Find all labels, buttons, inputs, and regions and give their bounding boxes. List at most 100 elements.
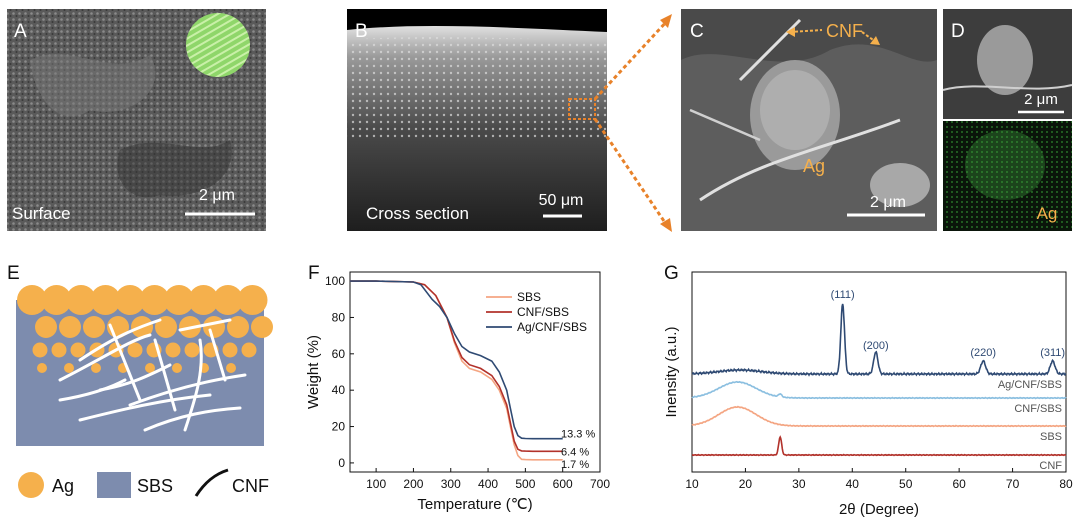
tga-x-axis-label: Temperature (℃) (417, 496, 532, 513)
xrd-y-axis-label: Inensity (a.u.) (663, 327, 680, 418)
zoom-region-box (568, 98, 596, 120)
xrd-plot-frame (691, 271, 1067, 473)
panel-a-scale-label: 2 μm (199, 187, 235, 204)
eds-map-label: Ag (1037, 204, 1058, 223)
ag-particle (237, 285, 268, 315)
xrd-series-name: CNF (1039, 460, 1062, 472)
ag-particle (66, 285, 96, 315)
y-tick-label: 60 (332, 347, 346, 361)
panel-b-caption: Cross section (366, 204, 469, 223)
ag-particle (251, 316, 273, 338)
ag-particle (213, 285, 243, 315)
legend-entry: SBS (517, 290, 541, 304)
ag-particle (145, 363, 155, 373)
ag-particle (164, 285, 194, 315)
ag-particle (35, 316, 57, 338)
xrd-series-name: Ag/CNF/SBS (998, 379, 1062, 391)
xrd-peak-label: (311) (1040, 347, 1065, 359)
panel-a-letter: A (14, 21, 27, 42)
panel-e-letter: E (7, 263, 20, 284)
ag-particle (188, 285, 219, 315)
tga-series-1 (350, 280, 563, 453)
x-tick-label: 10 (685, 477, 699, 491)
ag-particle (51, 342, 67, 358)
schematic-cnf-fibers (58, 318, 247, 432)
ag-particle (227, 316, 249, 338)
xrd-patterns (691, 303, 1067, 457)
ag-particle (37, 363, 47, 373)
tga-y-axis-label: Weight (%) (305, 335, 322, 409)
x-tick-label: 200 (403, 477, 423, 491)
panel-f-letter: F (308, 263, 320, 284)
xrd-peak-label: (111) (831, 289, 855, 301)
xrd-pattern-labels: Ag/CNF/SBS CNF/SBS SBS CNF (998, 379, 1062, 472)
residue-label: 1.7 % (561, 459, 589, 471)
x-tick-label: 30 (792, 477, 806, 491)
xrd-x-axis-label: 2θ (Degree) (839, 501, 919, 518)
x-tick-label: 400 (478, 477, 498, 491)
y-tick-label: 80 (332, 310, 346, 324)
ag-particle (59, 316, 81, 338)
tga-axis-ticks: 100 200 300 400 500 600 700 0 20 40 60 80 100 (325, 274, 610, 491)
panel-c: C CNF Ag 2 μm (681, 9, 937, 231)
ag-particle (127, 342, 143, 358)
xrd-peak-labels: (111) (200) (220) (311) (831, 289, 1065, 359)
xrd-series-1 (691, 380, 1067, 400)
ag-particle (90, 285, 121, 315)
xrd-peak-label: (220) (970, 347, 996, 359)
panel-b: B Cross section 50 μm (347, 9, 607, 231)
ag-particle (41, 285, 72, 315)
panel-d-scale-label: 2 μm (1024, 91, 1058, 108)
y-tick-label: 100 (325, 274, 345, 288)
tga-plot-frame (349, 271, 601, 473)
zoom-arrow-bottom (593, 118, 670, 228)
panel-f: F 100 200 300 400 500 600 700 0 20 40 60 80 100 SBSC… (305, 263, 610, 513)
legend-ag-swatch (18, 472, 44, 498)
ag-particle (115, 285, 145, 315)
tga-curves (350, 280, 563, 461)
x-tick-label: 70 (1006, 477, 1020, 491)
ag-particle (139, 285, 170, 315)
panel-b-letter: B (355, 21, 368, 42)
x-tick-label: 300 (441, 477, 461, 491)
x-tick-label: 100 (366, 477, 386, 491)
xrd-series-name: SBS (1040, 431, 1062, 443)
x-tick-label: 60 (952, 477, 966, 491)
ag-particle (203, 316, 225, 338)
x-tick-label: 40 (846, 477, 860, 491)
ag-label: Ag (803, 156, 825, 176)
y-tick-label: 20 (332, 420, 346, 434)
x-tick-label: 500 (515, 477, 535, 491)
panel-c-letter: C (690, 21, 704, 42)
panel-g: G 10 20 30 40 50 60 70 80 Ag/CNF/SBS CNF/SBS SBS C… (663, 263, 1073, 518)
panel-d-letter: D (951, 21, 965, 42)
x-tick-label: 80 (1059, 477, 1073, 491)
cnf-label: CNF (826, 21, 863, 41)
xrd-series-3 (691, 435, 1067, 457)
ag-particle (155, 316, 177, 338)
eds-ag-map (943, 121, 1072, 231)
x-tick-label: 50 (899, 477, 913, 491)
ag-particle (184, 342, 200, 358)
legend-cnf-swatch (194, 468, 229, 497)
ag-particle (17, 285, 47, 315)
legend-sbs-label: SBS (137, 476, 173, 496)
tga-series-2 (350, 280, 563, 440)
xrd-series-name: CNF/SBS (1014, 403, 1062, 415)
surface-overlay-icon (186, 13, 250, 77)
legend-entry: CNF/SBS (517, 305, 569, 319)
ag-particle (172, 363, 182, 373)
ag-particle (91, 363, 101, 373)
panel-a-caption: Surface (12, 204, 71, 223)
xrd-axis-ticks: 10 20 30 40 50 60 70 80 (685, 468, 1073, 491)
legend-cnf-label: CNF (232, 476, 269, 496)
y-tick-label: 40 (332, 383, 346, 397)
panel-a: A Surface 2 μm (7, 9, 266, 231)
residue-label: 13.3 % (561, 429, 595, 441)
tga-residue-labels: 13.3 % 6.4 %1.7 % (561, 429, 595, 471)
xrd-peak-label: (200) (863, 340, 889, 352)
panel-c-scale-label: 2 μm (870, 194, 906, 211)
ag-particle (222, 342, 238, 358)
legend-entry: Ag/CNF/SBS (517, 320, 587, 334)
